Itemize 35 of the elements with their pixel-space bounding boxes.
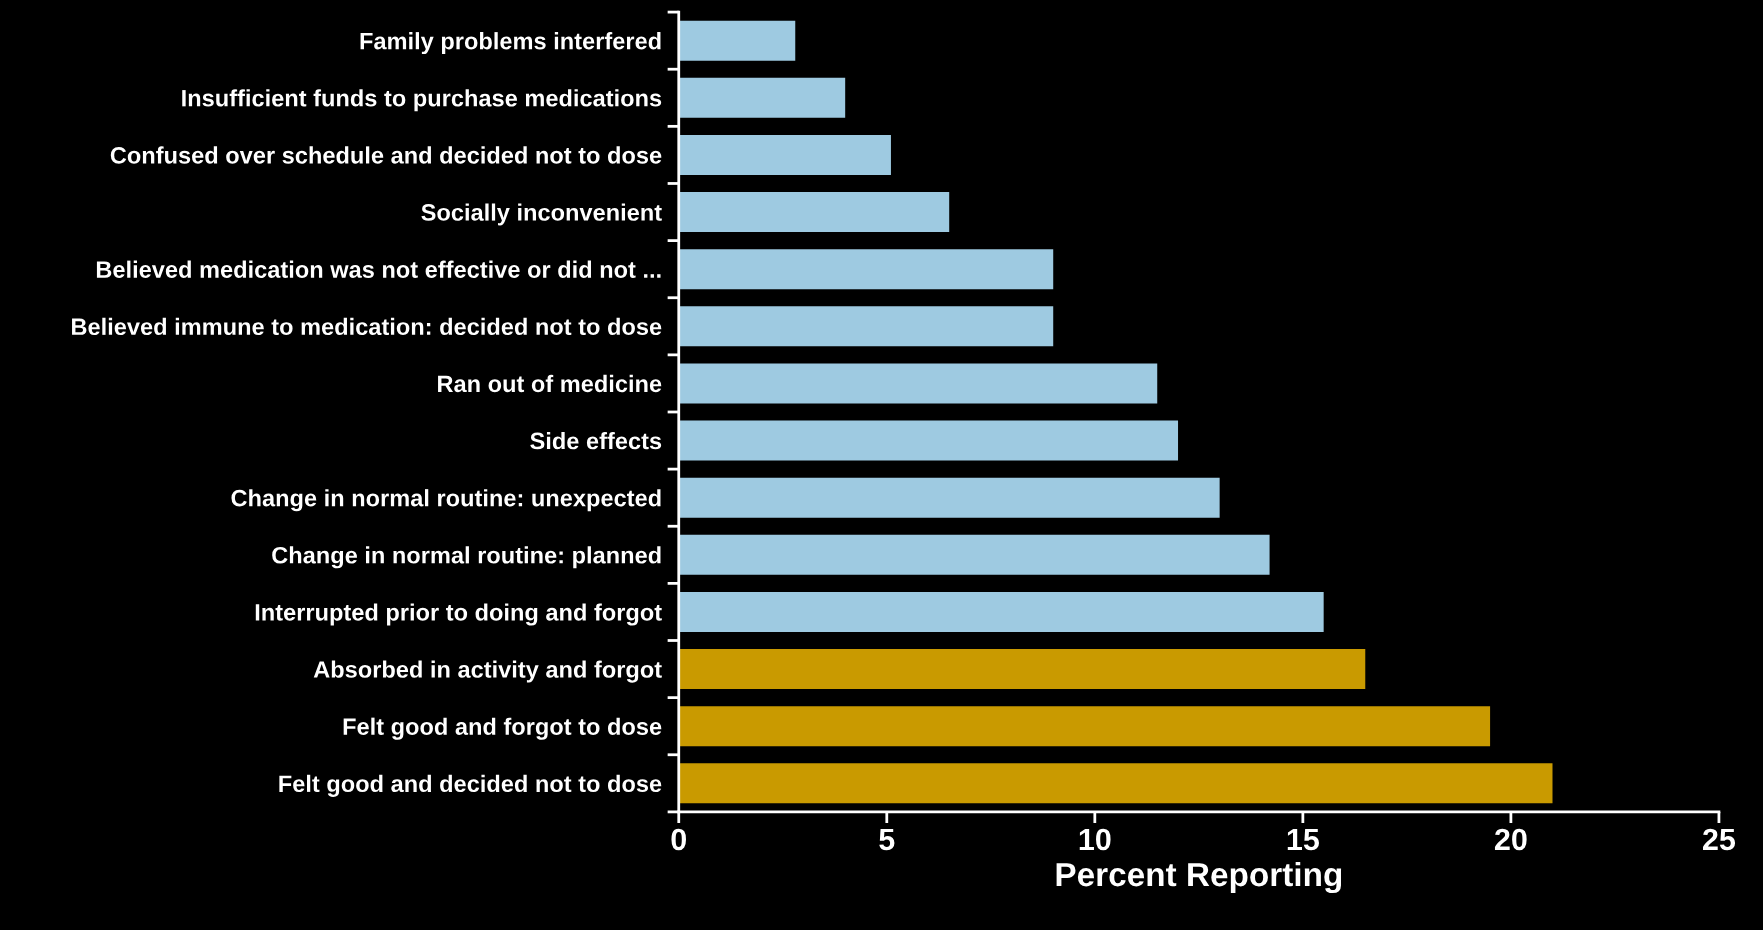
bar [678, 249, 1054, 290]
x-tick-label: 15 [1287, 828, 1319, 851]
y-tick-label: Believed immune to medication: decided not to dose [72, 317, 662, 336]
bar [678, 77, 846, 118]
bar [678, 763, 1553, 804]
bar [678, 706, 1491, 747]
bar [678, 477, 1220, 518]
x-tick-label: 10 [1079, 828, 1111, 851]
bar [678, 649, 1366, 690]
bar [678, 363, 1158, 404]
y-tick-label: Confused over schedule and decided not to dose [110, 146, 662, 164]
y-tick-label: Socially inconvenient [421, 203, 662, 226]
bar [678, 306, 1054, 347]
x-tick-label: 5 [879, 828, 895, 851]
y-tick-label: Insufficient funds to purchase medications [182, 89, 662, 112]
y-tick-label: Change in normal routine: planned [272, 546, 661, 569]
bar [678, 192, 950, 233]
y-tick-label: Believed medication was not effective or did not ... [96, 260, 661, 278]
y-tick-label: Absorbed in activity and forgot [313, 660, 662, 683]
x-tick-label: 25 [1702, 828, 1736, 851]
x-tick-label: 0 [671, 828, 686, 851]
bar [678, 420, 1179, 461]
y-tick-label: Family problems interfered [360, 32, 661, 55]
y-tick-label: Interrupted prior to doing and forgot [255, 603, 662, 626]
y-tick-label: Felt good and decided not to dose [279, 774, 662, 797]
bar [678, 20, 796, 61]
y-tick-label: Side effects [530, 432, 662, 450]
y-tick-label: Ran out of medicine [438, 374, 662, 393]
x-axis-title: Percent Reporting [1056, 861, 1342, 894]
x-tick-label: 20 [1494, 828, 1527, 851]
y-tick-label: Change in normal routine: unexpected [231, 489, 661, 512]
bar [678, 591, 1324, 632]
y-tick-label: Felt good and forgot to dose [343, 717, 662, 740]
bar [678, 534, 1270, 575]
bar [678, 134, 891, 175]
